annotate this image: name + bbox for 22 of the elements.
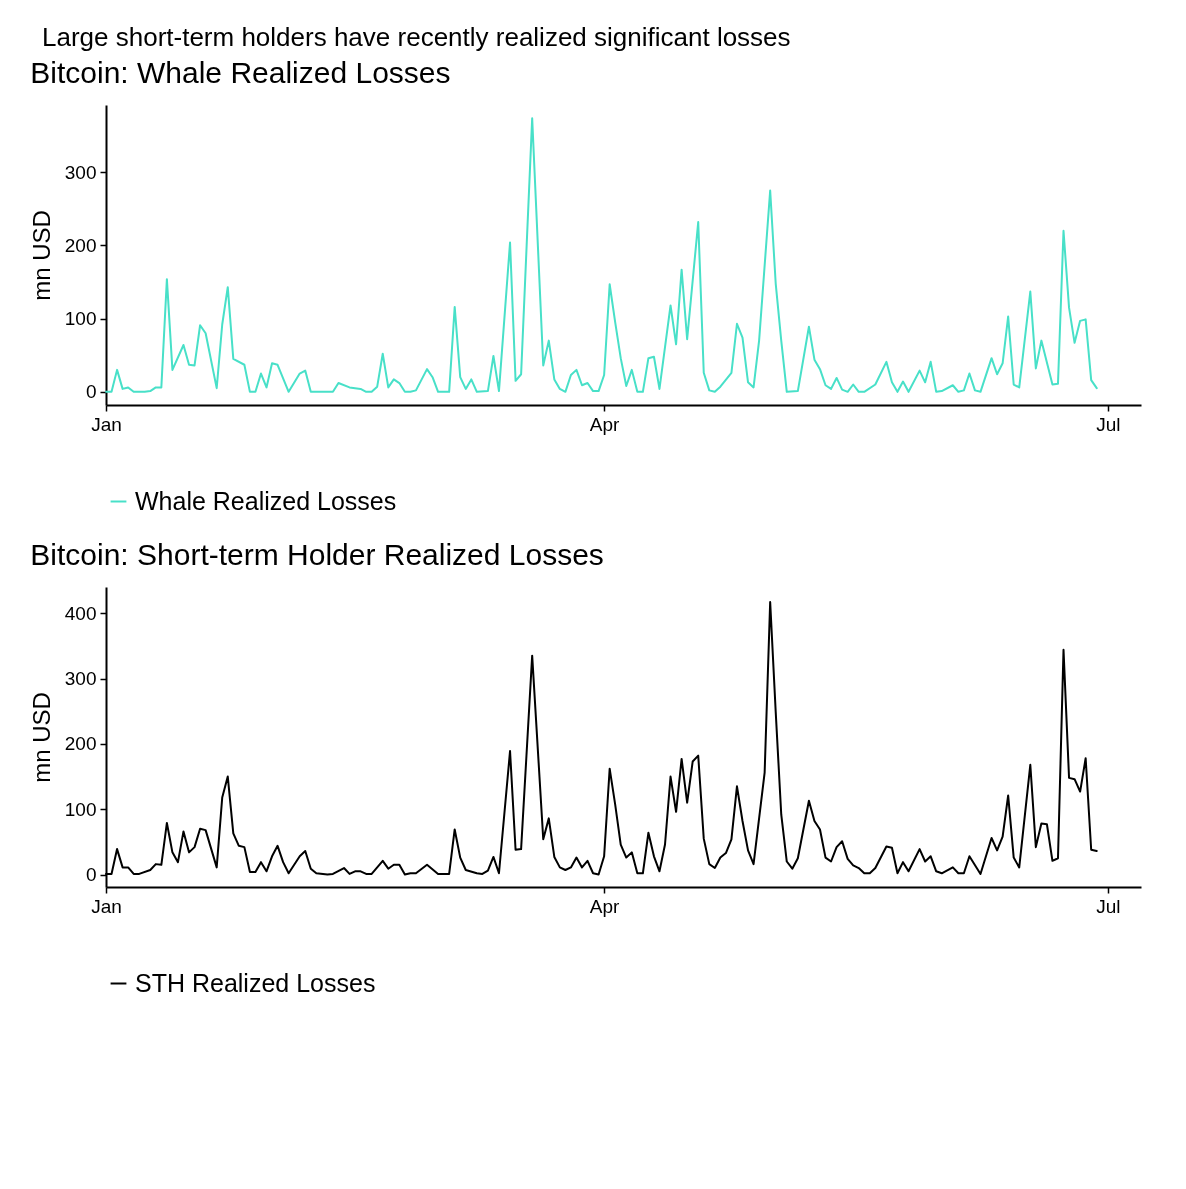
y-axis-title: mn USD [27,210,55,301]
x-tick-label: Jan [91,413,122,435]
chart-title: Bitcoin: Short-term Holder Realized Losses [30,538,604,571]
y-tick-label: 200 [64,234,97,256]
legend-label: STH Realized Losses [135,968,376,997]
y-tick-label: 0 [85,864,97,886]
y-tick-label: 200 [64,733,97,755]
y-tick-label: 100 [64,798,97,820]
x-tick-label: Jan [91,895,122,917]
y-axis-title: mn USD [27,692,55,783]
x-tick-label: Apr [589,413,621,435]
y-tick-label: 400 [64,602,97,624]
x-tick-label: Jul [1096,413,1121,435]
text: Large short-term holders have recently realized significant losses [41,21,792,53]
y-tick-label: 300 [64,668,97,689]
x-tick-label: Jul [1096,895,1121,917]
y-tick-label: 0 [85,381,97,403]
legend-label: Whale Realized Losses [135,486,397,515]
y-tick-label: 300 [64,161,97,183]
chart-title: Bitcoin: Whale Realized Losses [30,56,451,89]
y-tick-label: 100 [64,308,97,330]
x-tick-label: Apr [589,895,621,917]
